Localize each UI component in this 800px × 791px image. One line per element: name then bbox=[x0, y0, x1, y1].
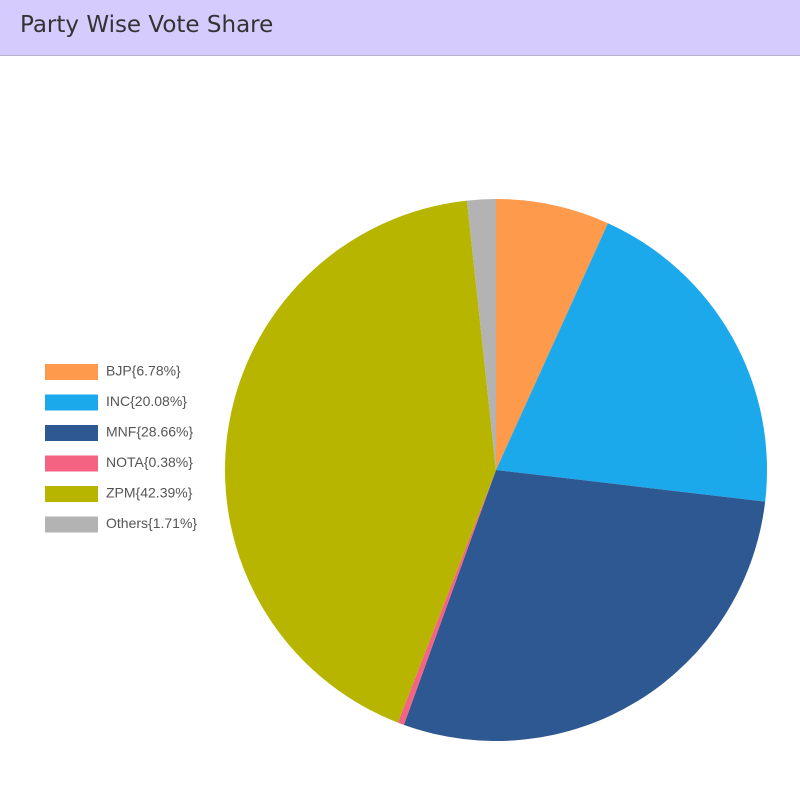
legend-label: INC{20.08%} bbox=[106, 393, 187, 409]
pie-slice bbox=[403, 470, 766, 741]
pie-slice bbox=[466, 199, 496, 470]
pie-slice bbox=[225, 200, 496, 723]
chart: BJP{6.78%} INC{20.08%} MNF{28.66%} NOTA{0.3… bbox=[45, 199, 767, 741]
legend-swatch bbox=[45, 425, 98, 441]
legend-swatch bbox=[45, 394, 98, 411]
legend-swatch bbox=[45, 516, 98, 533]
title: Party Wise Vote Share bbox=[20, 12, 274, 38]
pie-slice bbox=[496, 199, 608, 470]
legend-label: Others{1.71%} bbox=[106, 515, 197, 531]
legend-label: ZPM{42.39%} bbox=[106, 485, 193, 501]
legend-label: NOTA{0.38%} bbox=[106, 454, 193, 470]
legend-swatch bbox=[45, 486, 98, 502]
pie-slice bbox=[496, 223, 767, 502]
header: Party Wise Vote Share bbox=[0, 0, 800, 56]
legend-swatch bbox=[45, 455, 98, 472]
legend-label: BJP{6.78%} bbox=[106, 363, 181, 379]
pie-slice bbox=[397, 470, 496, 725]
legend-swatch bbox=[45, 364, 98, 380]
legend-label: MNF{28.66%} bbox=[106, 424, 193, 440]
